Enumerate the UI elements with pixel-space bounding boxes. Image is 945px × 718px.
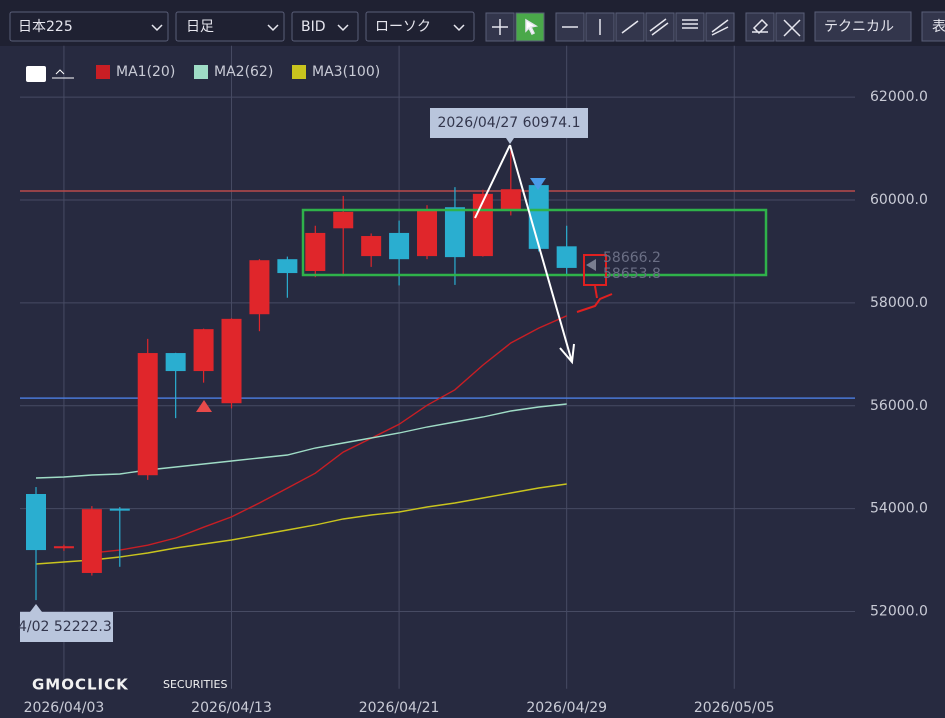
icon xyxy=(562,18,729,36)
mark-drawing xyxy=(583,254,607,286)
erase-tool[interactable] xyxy=(745,12,775,42)
legend: MA1(20) MA2(62) MA3(100) xyxy=(96,64,380,80)
candle-body xyxy=(556,246,577,268)
period: 日足 xyxy=(186,19,214,35)
x-tick-label: 2026/04/21 xyxy=(359,700,440,716)
brand: GMOCLICK xyxy=(32,676,129,694)
candle-body xyxy=(53,546,74,549)
price-pointer xyxy=(586,259,596,271)
candle-body xyxy=(109,508,130,511)
display-button[interactable] xyxy=(921,11,945,42)
y-tick-label: 56000.0 xyxy=(870,398,928,414)
style-select[interactable] xyxy=(365,11,475,42)
chart-style: ローソク xyxy=(375,19,431,35)
legend-swatch xyxy=(292,65,306,79)
chevrons xyxy=(151,24,465,32)
legend-label: MA3(100) xyxy=(312,64,380,80)
icon xyxy=(492,19,508,35)
sell-signal xyxy=(530,178,546,190)
fibo-tool[interactable] xyxy=(675,12,705,42)
toolbar-controls xyxy=(9,11,945,42)
icon xyxy=(752,18,801,37)
candle-body xyxy=(193,329,214,372)
y-tick-label: 54000.0 xyxy=(870,501,928,517)
candle-body xyxy=(221,318,242,404)
plot: 52000.0 54000.0 56000.0 58000.0 60000.0 62000… xyxy=(20,45,928,716)
price-select[interactable] xyxy=(291,11,359,42)
y-tick-label: 52000.0 xyxy=(870,604,928,620)
y-tick-label: 60000.0 xyxy=(870,192,928,208)
low-label: 4/02 52222.3 xyxy=(18,619,112,635)
candle-body xyxy=(333,211,354,229)
x-tick-label: 2026/04/29 xyxy=(526,700,607,716)
tooltip-box xyxy=(430,108,588,144)
candle-body xyxy=(137,353,158,476)
ma-line xyxy=(35,403,567,479)
legend-swatch xyxy=(194,65,208,79)
x-tick-label: 2026/04/03 xyxy=(24,700,105,716)
period-select[interactable] xyxy=(175,11,285,42)
candle-body xyxy=(305,232,326,272)
low-box xyxy=(20,604,113,642)
box-drawing xyxy=(301,208,768,277)
toolbar-icons xyxy=(151,18,801,37)
candle-body xyxy=(444,207,465,258)
ma-line xyxy=(35,483,567,565)
brand-suffix: SECURITIES xyxy=(163,678,227,691)
y-tick-label: 58000.0 xyxy=(870,295,928,311)
comment-icon[interactable] xyxy=(26,66,46,82)
buy-signal xyxy=(196,400,212,412)
candle-body xyxy=(417,209,438,257)
candle-body xyxy=(277,259,298,274)
candle-body xyxy=(26,493,46,551)
candle-body xyxy=(528,185,549,249)
technical-button[interactable] xyxy=(814,11,912,42)
x-tick-label: 2026/05/05 xyxy=(694,700,775,716)
symbol: 日本225 xyxy=(18,19,73,35)
tooltip: 2026/04/27 60974.1 xyxy=(437,115,580,131)
legend-label: MA1(20) xyxy=(116,64,175,80)
x-tick-label: 2026/04/13 xyxy=(191,700,272,716)
price-label: 58666.2 xyxy=(603,250,661,266)
candle-body xyxy=(249,260,270,315)
candle-body xyxy=(81,509,102,573)
arrow-drawing xyxy=(474,144,575,365)
price-type: BID xyxy=(301,19,326,35)
price-label: 58653.8 xyxy=(603,266,661,282)
display: 表 xyxy=(932,19,945,35)
toolbar-text: 日本225 日足 BID ローソク テクニカル 表 xyxy=(18,19,945,35)
y-tick-label: 62000.0 xyxy=(870,89,928,105)
candle-body xyxy=(165,353,186,372)
technical: テクニカル xyxy=(824,19,894,35)
symbol-select[interactable] xyxy=(9,11,169,42)
legend-swatch xyxy=(96,65,110,79)
legend-label: MA2(62) xyxy=(214,64,273,80)
candle-body xyxy=(361,236,382,257)
fan-tool[interactable] xyxy=(705,12,735,42)
scribble xyxy=(576,285,613,313)
ma-line xyxy=(91,315,567,554)
hide-icon[interactable] xyxy=(52,69,74,79)
candle-body xyxy=(500,189,521,210)
candle-body xyxy=(389,232,410,260)
icon xyxy=(525,18,539,36)
channel-tool[interactable] xyxy=(645,12,675,42)
